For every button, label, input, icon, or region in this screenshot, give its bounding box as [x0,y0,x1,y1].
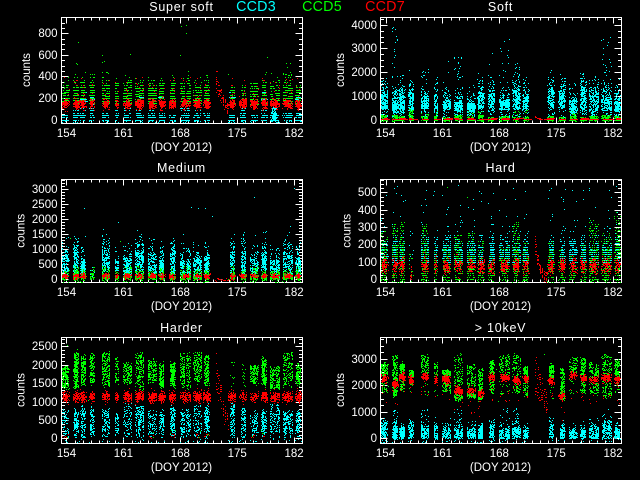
svg-text:154: 154 [57,448,77,460]
svg-text:168: 168 [171,448,190,460]
svg-text:CCD3: CCD3 [236,0,276,15]
svg-text:154: 154 [376,448,396,460]
svg-text:2500: 2500 [32,341,58,353]
svg-text:0: 0 [371,274,377,286]
svg-text:182: 182 [285,128,304,140]
svg-text:168: 168 [171,128,190,140]
svg-text:2000: 2000 [351,67,377,79]
svg-text:161: 161 [114,287,133,299]
svg-text:175: 175 [228,128,247,140]
svg-text:161: 161 [114,448,133,460]
svg-text:2000: 2000 [32,214,58,226]
svg-text:(DOY 2012): (DOY 2012) [151,301,212,313]
svg-text:1000: 1000 [32,397,58,409]
svg-text:168: 168 [490,287,509,299]
svg-text:4000: 4000 [351,20,377,32]
svg-text:100: 100 [358,257,377,269]
svg-text:counts: counts [335,53,347,87]
svg-text:175: 175 [547,128,566,140]
svg-text:Soft: Soft [488,0,513,14]
svg-text:counts: counts [16,214,28,248]
svg-text:161: 161 [433,128,452,140]
svg-text:200: 200 [358,239,377,251]
svg-text:2000: 2000 [32,360,58,372]
svg-text:Hard: Hard [485,161,515,175]
svg-text:154: 154 [57,128,77,140]
svg-text:CCD5: CCD5 [302,0,342,15]
svg-text:0: 0 [51,433,57,445]
svg-text:200: 200 [38,93,57,105]
svg-text:1000: 1000 [351,91,377,103]
svg-text:175: 175 [228,448,247,460]
svg-text:0: 0 [51,115,57,127]
svg-text:1500: 1500 [32,229,58,241]
svg-text:182: 182 [285,448,304,460]
svg-text:(DOY 2012): (DOY 2012) [470,142,531,154]
svg-text:600: 600 [38,50,57,62]
svg-text:175: 175 [547,448,566,460]
svg-text:168: 168 [490,448,509,460]
svg-text:1500: 1500 [32,378,58,390]
svg-text:3000: 3000 [351,43,377,55]
svg-text:182: 182 [604,448,623,460]
svg-text:500: 500 [38,259,57,271]
svg-text:161: 161 [433,448,452,460]
svg-text:168: 168 [490,128,509,140]
svg-text:(DOY 2012): (DOY 2012) [470,462,531,474]
svg-text:(DOY 2012): (DOY 2012) [151,462,212,474]
svg-text:182: 182 [285,287,304,299]
svg-text:300: 300 [358,222,377,234]
svg-text:> 10keV: > 10keV [475,321,526,335]
svg-text:161: 161 [433,287,452,299]
svg-text:0: 0 [51,274,57,286]
svg-text:3000: 3000 [351,354,377,366]
svg-text:3000: 3000 [32,184,58,196]
svg-text:400: 400 [358,205,377,217]
svg-text:175: 175 [547,287,566,299]
svg-text:2000: 2000 [351,380,377,392]
svg-text:800: 800 [38,28,57,40]
svg-text:500: 500 [358,187,377,199]
svg-text:0: 0 [371,115,377,127]
svg-text:(DOY 2012): (DOY 2012) [470,301,531,313]
svg-text:182: 182 [604,128,623,140]
svg-text:Medium: Medium [157,161,206,175]
svg-text:175: 175 [228,287,247,299]
svg-text:161: 161 [114,128,133,140]
svg-text:182: 182 [604,287,623,299]
svg-text:counts: counts [335,373,347,407]
svg-text:1000: 1000 [351,407,377,419]
svg-text:2500: 2500 [32,199,58,211]
svg-text:counts: counts [342,214,354,248]
svg-text:0: 0 [371,433,377,445]
svg-text:counts: counts [16,373,28,407]
svg-text:Harder: Harder [160,321,203,335]
svg-text:400: 400 [38,71,57,83]
svg-text:168: 168 [171,287,190,299]
svg-text:154: 154 [57,287,77,299]
svg-text:counts: counts [21,53,33,87]
svg-text:154: 154 [376,128,396,140]
svg-text:1000: 1000 [32,244,58,256]
svg-text:(DOY 2012): (DOY 2012) [151,142,212,154]
svg-text:Super soft: Super soft [149,0,213,14]
svg-text:154: 154 [376,287,396,299]
svg-text:500: 500 [38,415,57,427]
svg-text:CCD7: CCD7 [365,0,405,15]
